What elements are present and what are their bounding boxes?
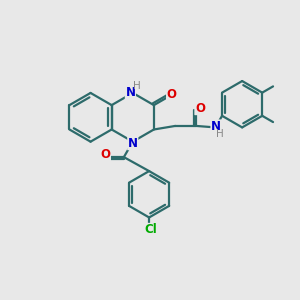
Text: H: H [133, 81, 140, 92]
Text: O: O [195, 102, 205, 115]
Text: H: H [216, 129, 224, 139]
Text: O: O [167, 88, 177, 101]
Text: Cl: Cl [144, 224, 157, 236]
Text: N: N [128, 137, 138, 150]
Text: O: O [100, 148, 110, 161]
Text: N: N [125, 86, 135, 99]
Text: N: N [211, 120, 221, 133]
